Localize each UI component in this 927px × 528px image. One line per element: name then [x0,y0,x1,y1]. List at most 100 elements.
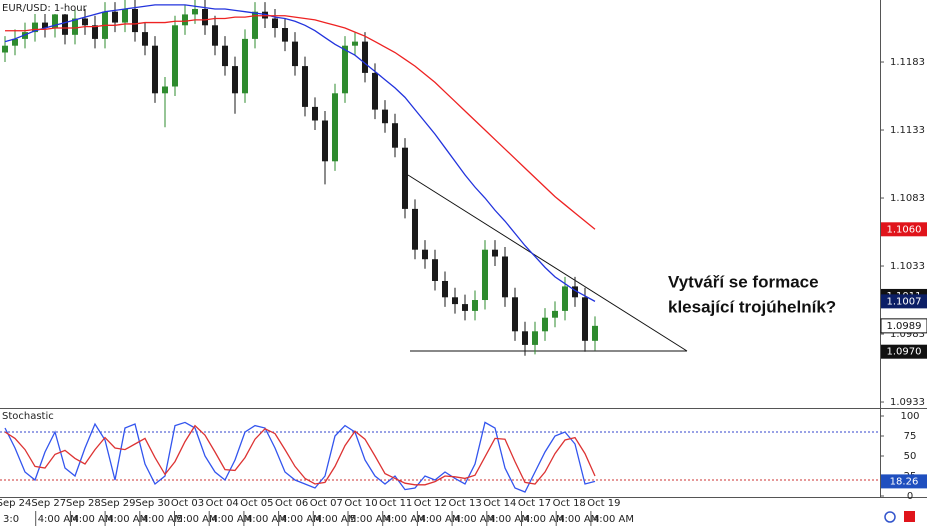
y-tick-label: 1.0983 [890,329,925,340]
x-time-label: 4:00 AM [281,514,322,525]
candle-body [312,106,318,121]
x-time-label: 4:00 AM [315,514,356,525]
x-date-label: Sep 27 [31,498,66,509]
candle-body [332,93,338,162]
marker-box [881,474,927,489]
candle-body [532,331,538,345]
candle-body [62,14,68,35]
series-line [5,15,596,230]
candle-body [382,109,388,124]
candle-body [242,38,248,94]
candle-body [362,41,368,73]
candle-body [142,32,148,46]
candle-body [342,45,348,94]
toolbar-icons[interactable] [884,511,915,523]
stoch-title-bg [0,410,44,422]
trend-line [407,174,688,352]
candle-body [402,147,408,209]
candle-body [472,300,478,311]
candle-body [352,41,358,46]
candle-body [502,256,508,298]
candle-body [412,208,418,250]
series-line [4,421,596,493]
x-time-label: 5:00 AM [350,514,391,525]
candle-body [592,325,598,341]
candle-body [452,297,458,305]
x-time-label: 4:00 AM [524,514,565,525]
price-label-box [881,222,927,237]
x-date-label: Oct 10 [344,498,377,509]
candle-body [562,286,568,311]
candle-body [12,38,18,46]
annotation: klesající trojúhelník? [668,297,836,316]
x-time-label: 4:00 AM [246,514,287,525]
candle-body [72,18,78,35]
candle-body [482,249,488,301]
candle-body [162,86,168,94]
candle-body [192,8,198,15]
candle-body [212,25,218,46]
candle-body [122,8,128,23]
candle-body [202,8,208,26]
stoch-title: Stochastic [2,411,54,422]
candle-body [112,11,118,23]
candle-body [252,11,258,39]
x-date-label: Oct 04 [206,498,239,509]
candle-body [552,310,558,318]
x-date-label: Oct 03 [171,498,204,509]
candle-body [422,249,428,260]
x-date-label: Oct 14 [483,498,516,509]
price-label-box [881,344,927,359]
chart-title: EUR/USD: 1-hour [2,3,88,14]
x-time-label: 4:00 AM [38,514,79,525]
x-date-label: Sep 30 [135,498,170,509]
candle-body [222,45,228,67]
x-time-label: 4:00 AM [142,514,183,525]
y-tick-label: 1.1083 [890,193,925,204]
y-tick-label: 1.1183 [890,57,925,68]
x-time-label: 4:00 AM [211,514,252,525]
price-label: 1.1060 [887,224,922,235]
icon-close[interactable] [904,511,915,522]
candle-body [262,11,268,19]
x-time-label: 4:00 AM [107,514,148,525]
candle-body [82,18,88,26]
x-time-label: 4:00 AM [454,514,495,525]
series-line [4,424,596,486]
x-time-label: 4:00 AM [489,514,530,525]
candle-body [372,72,378,110]
price-label-box [881,294,927,309]
candle-body [582,297,588,341]
series-line [4,4,596,302]
x-time-label: 4:00 AM [385,514,426,525]
candle-body [282,28,288,42]
candle-body [322,120,328,162]
candle-body [132,8,138,33]
price-label: 1.1007 [887,296,922,307]
y-tick-label: 1.0933 [890,397,925,408]
candle-body [462,304,468,311]
annotation: Vytváří se formace [668,272,819,291]
candle-body [92,25,98,39]
candle-body [272,18,278,29]
x-date-label: Oct 06 [275,498,308,509]
x-time-label: 3:0 [3,514,19,525]
x-date-label: Oct 17 [518,498,551,509]
candle-body [292,41,298,67]
candle-body [152,45,158,94]
x-date-label: Sep 28 [66,498,101,509]
x-time-label: 4:00 AM [419,514,460,525]
x-date-label: Sep 29 [101,498,136,509]
candle-body [442,280,448,298]
candle-body [182,14,188,26]
candle-body [432,259,438,281]
x-time-label: 4:00 AM [593,514,634,525]
y-tick-label: 1.1033 [890,261,925,272]
candle-body [172,25,178,87]
candle-body [232,66,238,94]
icon-link[interactable] [884,511,896,523]
candle-body [492,249,498,257]
candle-body [392,123,398,148]
